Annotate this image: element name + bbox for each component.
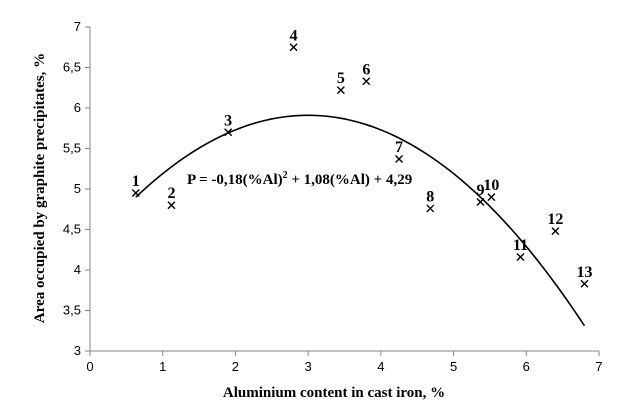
- data-point-label: 5: [337, 70, 345, 87]
- data-point-marker: [487, 193, 496, 202]
- y-tick-label: 5: [74, 181, 81, 196]
- data-point-marker: [476, 197, 485, 206]
- y-tick-label: 7: [74, 19, 81, 34]
- marker-stroke: [289, 43, 298, 52]
- tick-labels: 0 1 2 3 4 5 6 733,544,555,566,57: [63, 19, 603, 374]
- data-point-marker: [516, 253, 525, 262]
- trendline-curve: [135, 114, 586, 327]
- y-tick-label: 4,5: [63, 222, 81, 237]
- data-point-marker: [395, 155, 404, 164]
- y-axis-title: Area occupied by graphite precipitates, …: [32, 53, 48, 323]
- y-tick-label: 3: [74, 343, 81, 358]
- x-tick-label: 5: [450, 359, 457, 374]
- x-tick-label: 7: [595, 359, 602, 374]
- marker-stroke: [395, 155, 404, 164]
- x-tick-label: 4: [377, 359, 384, 374]
- x-tick-label: 1: [159, 359, 166, 374]
- data-point-marker: [167, 201, 176, 210]
- data-point-label: 10: [483, 177, 499, 194]
- marker-stroke: [131, 189, 140, 198]
- data-point-marker: [426, 204, 435, 213]
- x-axis-title: Aluminium content in cast iron, %: [223, 385, 445, 401]
- marker-stroke: [224, 128, 233, 137]
- data-point-label: 6: [362, 61, 370, 78]
- marker-stroke: [362, 77, 371, 86]
- y-tick-label: 5,5: [63, 141, 81, 156]
- data-point-marker: [362, 77, 371, 86]
- marker-stroke: [580, 279, 589, 288]
- data-point-label: 12: [547, 211, 563, 228]
- marker-stroke: [551, 227, 560, 236]
- data-point-label: 11: [513, 237, 528, 254]
- trendline-equation: P = -0,18(%Al)2 + 1,08(%Al) + 4,29: [187, 170, 412, 188]
- data-point-label: 1: [132, 173, 140, 190]
- data-point-label: 4: [290, 27, 298, 44]
- data-point-label: 9: [476, 182, 484, 199]
- marker-stroke: [336, 86, 345, 95]
- data-points: [131, 43, 589, 288]
- x-tick-label: 2: [232, 359, 239, 374]
- marker-stroke: [487, 193, 496, 202]
- y-tick-label: 6: [74, 100, 81, 115]
- y-tick-label: 3,5: [63, 303, 81, 318]
- data-point-label: 13: [576, 264, 592, 281]
- data-point-marker: [131, 189, 140, 198]
- marker-stroke: [426, 204, 435, 213]
- data-point-marker: [580, 279, 589, 288]
- data-point-label: 7: [395, 139, 403, 156]
- y-tick-label: 4: [74, 262, 81, 277]
- equation-lhs: P = -0,18(%Al): [187, 172, 283, 188]
- marker-stroke: [516, 253, 525, 262]
- data-point-marker: [224, 128, 233, 137]
- x-tick-label: 6: [523, 359, 530, 374]
- x-tick-label: 0: [86, 359, 93, 374]
- data-point-label: 3: [224, 112, 232, 129]
- marker-stroke: [476, 197, 485, 206]
- data-point-label: 8: [426, 188, 434, 205]
- equation-superscript: 2: [283, 170, 288, 181]
- y-tick-label: 6,5: [63, 60, 81, 75]
- data-point-label: 2: [167, 185, 175, 202]
- data-point-marker: [289, 43, 298, 52]
- marker-stroke: [167, 201, 176, 210]
- data-point-marker: [336, 86, 345, 95]
- equation-rhs: + 1,08(%Al) + 4,29: [288, 172, 413, 188]
- data-point-marker: [551, 227, 560, 236]
- x-tick-label: 3: [305, 359, 312, 374]
